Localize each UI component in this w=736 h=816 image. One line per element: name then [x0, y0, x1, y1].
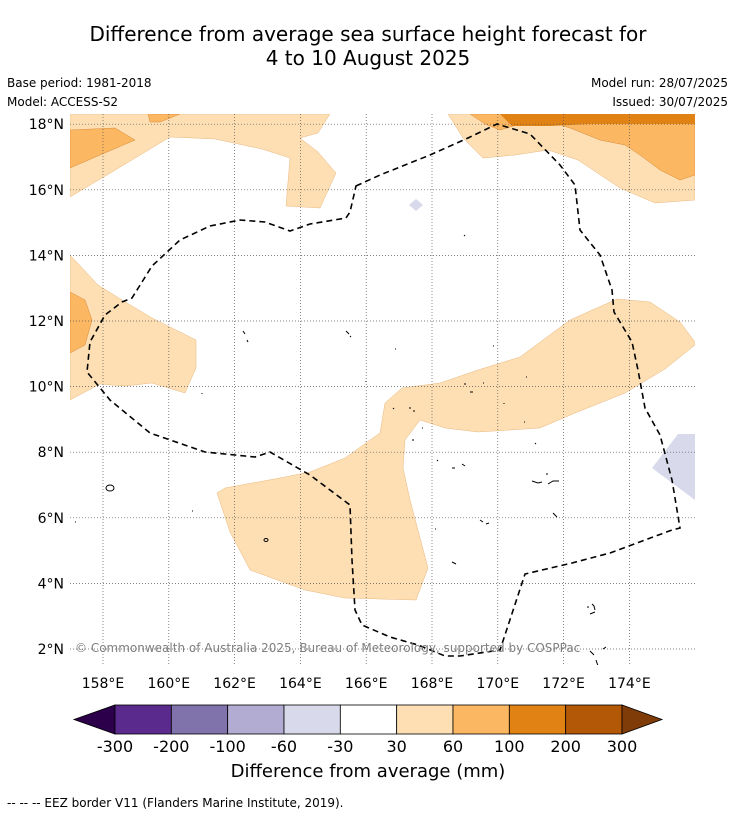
colorbar-extend-low: [72, 704, 116, 735]
region-w-60: [70, 291, 93, 354]
model-run: Model run: 28/07/2025: [590, 76, 728, 90]
lon-tick-label: 160°E: [148, 676, 191, 692]
lat-tick-label: 14°N: [29, 248, 64, 264]
model-name: Model: ACCESS-S2: [7, 95, 119, 109]
meta-right: Model run: 28/07/2025 Issued: 30/07/2025: [591, 74, 728, 112]
colorbar-tick-label: 60: [442, 737, 464, 756]
colorbar-tick-label: -200: [153, 737, 190, 756]
lat-tick-label: 18°N: [29, 117, 64, 133]
gridlines: [70, 114, 695, 665]
lon-tick-label: 174°E: [608, 676, 651, 692]
region-nw: [70, 114, 337, 209]
eez-footnote: -- -- -- EEZ border V11 (Flanders Marine…: [7, 796, 344, 810]
anomaly-negative: [409, 199, 695, 500]
colorbar-segment: [283, 704, 341, 735]
base-period: Base period: 1981-2018: [7, 76, 152, 90]
latitude-labels: 2°N 4°N 6°N 8°N 10°N 12°N 14°N 16°N 18°N: [29, 117, 64, 658]
island: [479, 480, 559, 525]
lat-tick-label: 16°N: [29, 183, 64, 199]
colorbar-title: Difference from average (mm): [230, 761, 506, 782]
title-line-2: 4 to 10 August 2025: [265, 46, 471, 70]
region-small-neg: [409, 199, 423, 211]
island: [75, 393, 457, 565]
island: [587, 603, 607, 665]
islands: [75, 234, 607, 665]
lat-tick-label: 4°N: [38, 576, 64, 592]
colorbar: [72, 704, 664, 735]
lon-tick-label: 162°E: [213, 676, 256, 692]
region-nw-60: [70, 127, 136, 169]
colorbar-tick-label: -100: [209, 737, 246, 756]
colorbar-segment: [508, 704, 567, 735]
meta-left: Base period: 1981-2018 Model: ACCESS-S2: [7, 74, 152, 112]
island: [412, 439, 548, 475]
longitude-labels: 158°E 160°E 162°E 164°E 166°E 168°E 170°E 172°E…: [82, 676, 651, 692]
lat-tick-label: 2°N: [38, 642, 64, 658]
colorbar-tick-label: 200: [550, 737, 581, 756]
island: [365, 234, 466, 429]
colorbar-extend-high: [621, 704, 664, 735]
lat-tick-label: 8°N: [38, 445, 64, 461]
colorbar-tick-label: 30: [386, 737, 407, 756]
colorbar-segment: [396, 704, 454, 735]
eez-border: [86, 123, 681, 657]
lon-tick-label: 166°E: [345, 676, 388, 692]
region-east-neg: [652, 434, 695, 500]
island: [464, 345, 527, 423]
island: [263, 538, 269, 542]
colorbar-segment: [452, 704, 510, 735]
colorbar-segment: [114, 704, 172, 735]
lat-tick-label: 10°N: [29, 380, 64, 396]
colorbar-tick-label: -30: [327, 737, 354, 756]
anomaly-60-100: [70, 114, 695, 354]
colorbar-tick-label: -300: [96, 737, 134, 756]
copyright-notice: © Commonwealth of Australia 2025, Bureau…: [75, 641, 581, 655]
colorbar-segment: [565, 704, 623, 735]
region-top-60: [147, 114, 181, 123]
island: [105, 484, 115, 492]
colorbar-tick-label: 100: [494, 737, 525, 756]
lon-tick-label: 170°E: [477, 676, 520, 692]
map-plot-area: [70, 114, 695, 665]
lat-tick-label: 6°N: [38, 511, 64, 527]
region-band: [216, 298, 695, 601]
map-title: Difference from average sea surface heig…: [0, 22, 736, 70]
colorbar-tick-label: -60: [270, 737, 298, 756]
lon-tick-label: 164°E: [279, 676, 322, 692]
colorbar-tick-label: 300: [606, 737, 638, 756]
title-line-1: Difference from average sea surface heig…: [89, 22, 647, 46]
lon-tick-label: 172°E: [542, 676, 585, 692]
colorbar-segment: [227, 704, 285, 735]
lon-tick-label: 158°E: [82, 676, 125, 692]
colorbar-segment: [339, 704, 398, 735]
lon-tick-label: 168°E: [411, 676, 454, 692]
anomaly-100-200: [500, 114, 695, 126]
island: [242, 330, 352, 343]
issued-date: Issued: 30/07/2025: [612, 95, 728, 109]
lat-tick-label: 12°N: [29, 314, 64, 330]
region-ne-60: [469, 114, 695, 181]
colorbar-segment: [170, 704, 229, 735]
